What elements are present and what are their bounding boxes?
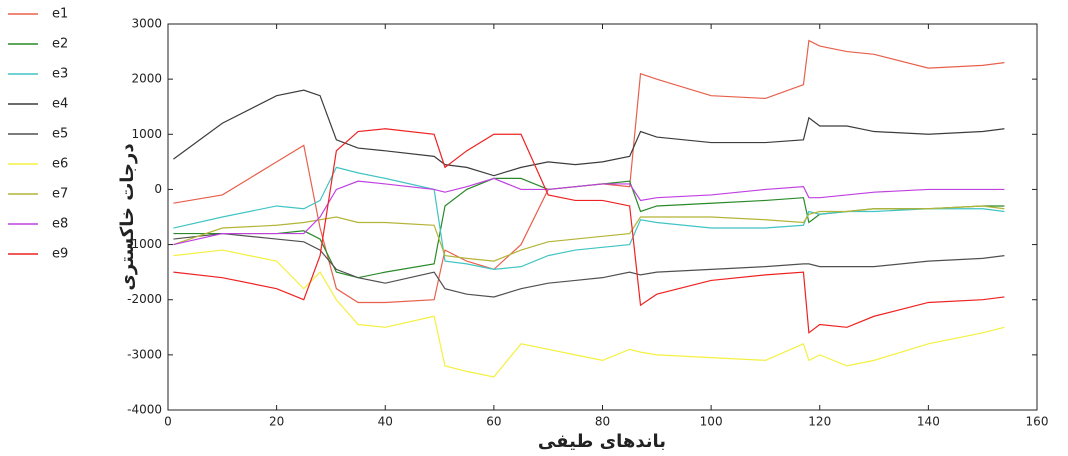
x-tick-label: 120 [808,415,831,429]
x-tick-label: 100 [700,415,723,429]
legend-label: e4 [52,97,68,112]
x-tick-label: 0 [164,415,172,429]
x-tick-label: 160 [1026,415,1049,429]
x-tick-label: 40 [378,415,393,429]
series-line [173,89,1005,177]
y-tick-label: -3000 [127,347,162,361]
x-tick-label: 60 [486,415,501,429]
legend-label: e5 [52,127,68,142]
plot-area [167,23,1038,411]
x-tick-label: 80 [595,415,610,429]
series-line [173,177,1005,246]
y-axis-title: درجات خاکستری [117,143,138,290]
legend-label: e1 [52,7,68,22]
y-tick-label: -2000 [127,292,162,306]
y-tick-label: 0 [154,182,162,196]
series-line [173,205,1005,262]
y-tick-label: -4000 [127,403,162,417]
legend-label: e2 [52,37,68,52]
series-line [173,232,1005,298]
legend-label: e7 [52,187,68,202]
series-line [173,128,1005,334]
x-axis-title: باندهای طیفی [538,431,666,452]
series-line [173,249,1005,378]
legend-label: e9 [52,247,68,262]
legend-label: e8 [52,217,68,232]
y-tick-label: 3000 [131,17,162,31]
y-tick-label: -1000 [127,237,162,251]
y-tick-label: 2000 [131,72,162,86]
y-tick-label: 1000 [131,127,162,141]
legend-label: e3 [52,67,68,82]
legend-label: e6 [52,157,68,172]
x-tick-label: 20 [269,415,284,429]
series-line [173,166,1005,270]
x-tick-label: 140 [917,415,940,429]
